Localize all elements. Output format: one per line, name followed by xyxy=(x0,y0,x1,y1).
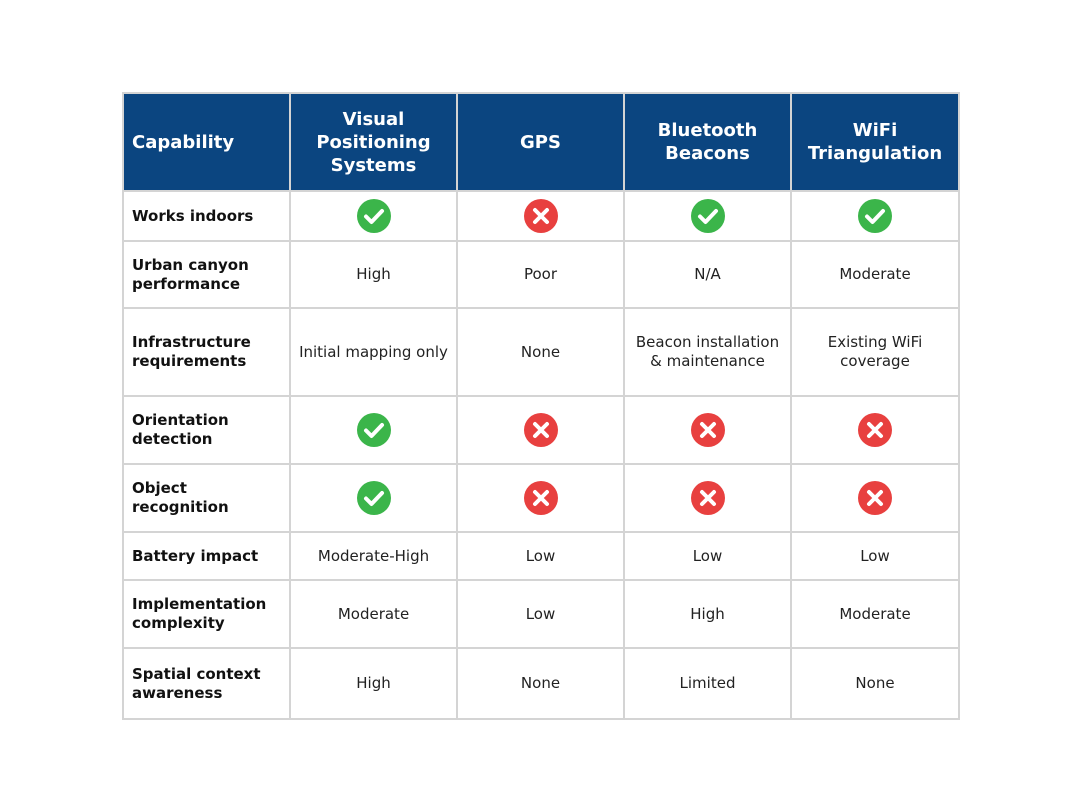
icon-cell xyxy=(456,463,625,533)
cross-icon xyxy=(690,413,725,447)
comparison-table: Capability Visual Positioning Systems GP… xyxy=(122,92,960,720)
table-row: Spatial context awareness High None Limited… xyxy=(122,647,960,720)
icon-cell xyxy=(623,395,792,465)
icon-cell xyxy=(623,463,792,533)
table-cell: Beacon installation & maintenance xyxy=(623,307,792,397)
table-row: Infrastructure requirements Initial mappi… xyxy=(122,307,960,397)
check-icon xyxy=(690,199,725,233)
table-cell: Low xyxy=(456,579,625,649)
table-cell: N/A xyxy=(623,240,792,309)
icon-cell xyxy=(456,395,625,465)
table-row: Urban canyon performance High Poor N/A Moder… xyxy=(122,240,960,309)
header-cell: WiFi Triangulation xyxy=(790,92,960,192)
row-label: Object recognition xyxy=(122,463,291,533)
icon-cell xyxy=(456,190,625,242)
check-icon xyxy=(356,481,391,515)
cross-icon xyxy=(523,199,558,233)
row-label: Implementation complexity xyxy=(122,579,291,649)
table-cell: Existing WiFi coverage xyxy=(790,307,960,397)
table-row: Battery impact Moderate-High Low Low Low xyxy=(122,531,960,581)
row-label: Urban canyon performance xyxy=(122,240,291,309)
table-cell: None xyxy=(456,647,625,720)
header-cell: Capability xyxy=(122,92,291,192)
table-cell: Moderate xyxy=(790,579,960,649)
table-cell: High xyxy=(289,240,458,309)
check-icon xyxy=(356,199,391,233)
header-cell: Bluetooth Beacons xyxy=(623,92,792,192)
table-cell: None xyxy=(790,647,960,720)
header-row: Capability Visual Positioning Systems GP… xyxy=(122,92,960,192)
table-cell: None xyxy=(456,307,625,397)
row-label: Battery impact xyxy=(122,531,291,581)
table-cell: High xyxy=(289,647,458,720)
check-icon xyxy=(356,413,391,447)
icon-cell xyxy=(790,190,960,242)
row-label: Infrastructure requirements xyxy=(122,307,291,397)
icon-cell xyxy=(289,395,458,465)
cross-icon xyxy=(523,413,558,447)
header-cell: Visual Positioning Systems xyxy=(289,92,458,192)
row-label: Spatial context awareness xyxy=(122,647,291,720)
check-icon xyxy=(858,199,892,233)
table-cell: Low xyxy=(623,531,792,581)
table-cell: High xyxy=(623,579,792,649)
table-cell: Low xyxy=(456,531,625,581)
table-row: Implementation complexity Moderate Low High… xyxy=(122,579,960,649)
cross-icon xyxy=(523,481,558,515)
table-cell: Moderate-High xyxy=(289,531,458,581)
icon-cell xyxy=(790,395,960,465)
icon-cell xyxy=(289,463,458,533)
table-row: Object recognition xyxy=(122,463,960,533)
icon-cell xyxy=(623,190,792,242)
icon-cell xyxy=(790,463,960,533)
table-row: Orientation detection xyxy=(122,395,960,465)
table-row: Works indoors xyxy=(122,190,960,242)
icon-cell xyxy=(289,190,458,242)
table-cell: Moderate xyxy=(790,240,960,309)
table-body: Works indoors Urban canyon performance Hig… xyxy=(122,190,960,720)
cross-icon xyxy=(858,413,892,447)
table-cell: Poor xyxy=(456,240,625,309)
table-cell: Initial mapping only xyxy=(289,307,458,397)
table-cell: Low xyxy=(790,531,960,581)
row-label: Works indoors xyxy=(122,190,291,242)
header-cell: GPS xyxy=(456,92,625,192)
row-label: Orientation detection xyxy=(122,395,291,465)
cross-icon xyxy=(858,481,892,515)
table-cell: Limited xyxy=(623,647,792,720)
table-cell: Moderate xyxy=(289,579,458,649)
cross-icon xyxy=(690,481,725,515)
